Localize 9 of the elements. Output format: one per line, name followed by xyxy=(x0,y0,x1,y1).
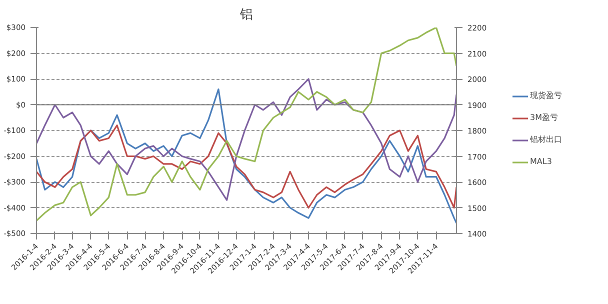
legend-label: MAL3 xyxy=(530,157,552,166)
legend-label: 铝材出口 xyxy=(530,134,562,145)
line-series xyxy=(36,88,456,224)
line-series xyxy=(36,124,456,209)
legend-label: 现货盈亏 xyxy=(530,90,562,101)
chart-title: 铝 xyxy=(239,8,253,22)
line-series xyxy=(36,78,456,201)
line-series xyxy=(36,28,456,222)
legend-label: 3M盈亏 xyxy=(530,112,558,123)
